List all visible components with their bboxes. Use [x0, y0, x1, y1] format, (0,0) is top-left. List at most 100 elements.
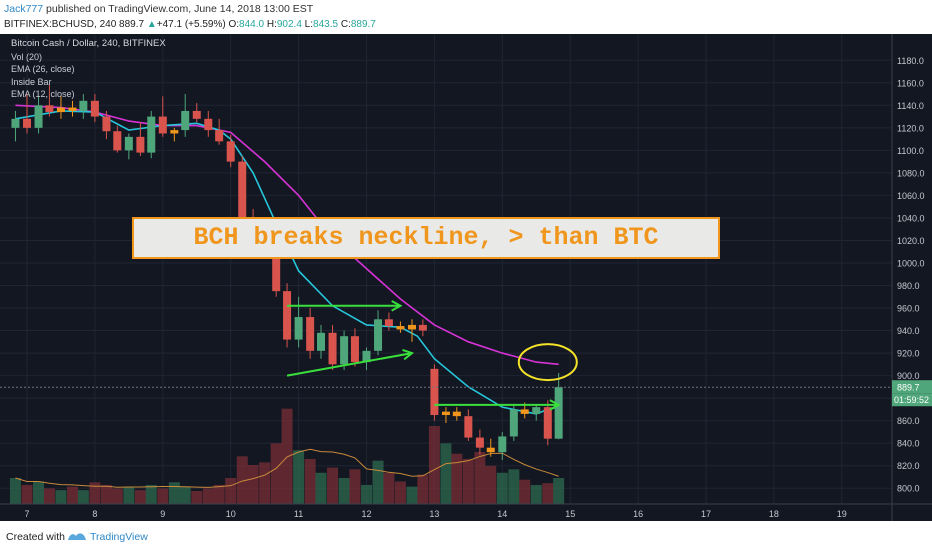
legend-item-volume[interactable]: Vol (20): [11, 51, 43, 62]
volume-bar: [9, 478, 21, 504]
candle-body: [215, 130, 224, 142]
volume-bar: [349, 469, 361, 504]
volume-bar: [327, 467, 339, 504]
candle-body: [23, 118, 31, 128]
volume-bar: [225, 478, 237, 504]
chart-panel[interactable]: 800.0820.0840.0860.0880.0900.0920.0940.0…: [0, 34, 932, 521]
open-value: 844.0: [239, 19, 265, 30]
volume-bar: [440, 443, 452, 504]
volume-bar: [247, 465, 259, 504]
ema26-line: [15, 104, 559, 366]
candle-body: [158, 116, 167, 134]
candle-body: [520, 409, 529, 414]
volume-bar: [270, 443, 282, 504]
candle-body: [374, 319, 383, 351]
volume-bar: [43, 488, 55, 504]
candle-body: [124, 136, 133, 151]
candlestick-chart[interactable]: 800.0820.0840.0860.0880.0900.0920.0940.0…: [0, 34, 932, 521]
volume-bar: [157, 488, 169, 504]
candle-body: [113, 131, 122, 151]
volume-bar: [474, 452, 486, 504]
publish-info: Jack777 published on TradingView.com, Ju…: [4, 3, 313, 15]
volume-bar: [236, 456, 248, 504]
price-tick-label: 1000.0: [897, 258, 925, 268]
volume-bar: [21, 484, 33, 504]
legend-item-ema12[interactable]: EMA (12, close): [11, 89, 75, 100]
candle-body: [238, 161, 247, 218]
candle-body: [170, 130, 179, 134]
volume-bar: [66, 486, 78, 504]
candle-body: [136, 136, 145, 153]
time-tick-label: 8: [92, 509, 97, 519]
close-label: C:: [340, 19, 351, 30]
time-tick-label: 14: [497, 509, 507, 519]
time-tick-label: 9: [160, 509, 165, 519]
candle-body: [317, 332, 326, 351]
price-tick-label: 1080.0: [897, 168, 925, 178]
volume-bar: [519, 479, 531, 504]
candle-body: [543, 407, 552, 439]
volume-bar: [361, 484, 372, 504]
time-tick-label: 12: [361, 509, 371, 519]
close-value: 889.7: [350, 19, 376, 30]
volume-bar: [304, 458, 316, 504]
candle-body: [362, 350, 371, 363]
time-tick-label: 15: [565, 509, 575, 519]
volume-bar: [428, 426, 440, 504]
candle-body: [147, 116, 156, 153]
volume-ma-line: [15, 448, 559, 488]
candle-body: [340, 336, 349, 365]
volume-bar: [77, 490, 89, 504]
highlight-circle: [517, 343, 578, 382]
price-tick-label: 1100.0: [897, 146, 924, 156]
price-tick-label: 1120.0: [897, 123, 924, 133]
arrow-head-icon: [549, 399, 561, 411]
candle-body: [396, 326, 405, 330]
candle-body: [294, 317, 303, 340]
candle-body: [272, 251, 281, 292]
price-tick-label: 1180.0: [897, 56, 924, 66]
volume-bar: [485, 465, 497, 504]
price-tick-label: 860.0: [897, 416, 920, 426]
last-price-label: 889.7: [897, 383, 920, 393]
candle-body: [79, 100, 88, 111]
time-tick-label: 10: [226, 509, 236, 519]
volume-bar: [530, 484, 542, 504]
candle-body: [102, 116, 111, 132]
candle-body: [56, 107, 65, 113]
legend-item-ema26[interactable]: EMA (26, close): [11, 64, 75, 75]
price-tick-label: 940.0: [897, 326, 920, 336]
candle-body: [486, 447, 495, 453]
price-tick-label: 1040.0: [897, 213, 925, 223]
author-link[interactable]: Jack777: [4, 3, 44, 15]
countdown-badge: [892, 393, 932, 407]
candle-body: [90, 100, 99, 117]
ema12-line: [15, 110, 559, 415]
chart-legend: Bitcoin Cash / Dollar, 240, BITFINEX Vol…: [11, 38, 166, 101]
arrow-head-icon: [402, 348, 415, 361]
volume-bar: [145, 484, 157, 504]
price-tick-label: 820.0: [897, 461, 920, 471]
candle-body: [464, 416, 473, 438]
volume-bar: [213, 484, 225, 504]
legend-title: Bitcoin Cash / Dollar, 240, BITFINEX: [11, 38, 166, 49]
volume-bar: [508, 469, 520, 504]
candle-body: [498, 436, 507, 453]
candle-body: [350, 336, 359, 363]
legend-item-inside-bar[interactable]: Inside Bar: [11, 76, 52, 87]
price-tick-label: 1140.0: [897, 101, 924, 111]
volume-bar: [100, 484, 112, 504]
candle-body: [45, 105, 54, 113]
annotation-callout: BCH breaks neckline, > than BTC: [132, 217, 720, 259]
price-tick-label: 1060.0: [897, 191, 925, 201]
price-tick-label: 800.0: [897, 484, 920, 494]
tradingview-brand[interactable]: TradingView: [90, 531, 148, 543]
candle-body: [328, 332, 337, 365]
footer-bar: Created with TradingView: [0, 521, 932, 550]
volume-bar: [179, 486, 191, 504]
candle-body: [475, 437, 484, 448]
volume-bar: [123, 486, 135, 504]
symbol-quote-line: BITFINEX:BCHUSD, 240 889.7 ▲+47.1 (+5.59…: [4, 19, 376, 30]
candle-body: [554, 387, 563, 439]
header-bar: Jack777 published on TradingView.com, Ju…: [0, 0, 932, 34]
